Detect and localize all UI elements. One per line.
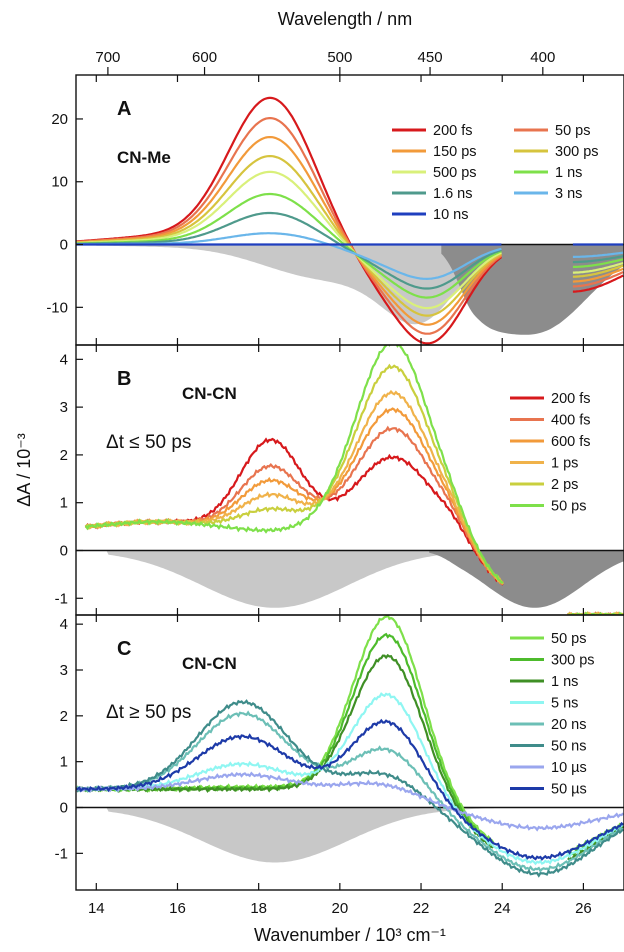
y-tick-label: 1 (60, 754, 68, 771)
legend-label: 50 ps (551, 499, 586, 515)
emission-fill (104, 807, 495, 863)
panel-b-legend: 200 fs 400 fs 600 fs 1 ps 2 ps 50 ps (510, 391, 591, 515)
panel-letter: C (117, 638, 131, 660)
legend-label: 400 fs (551, 413, 591, 429)
top-tick-label: 500 (327, 49, 352, 66)
legend-label: 2 ps (551, 477, 578, 493)
y-tick-label: 3 (60, 399, 68, 416)
y-axis-title: ΔA / 10⁻³ (14, 433, 34, 507)
series-line-1.6-ns (76, 211, 624, 290)
y-tick-label: 2 (60, 708, 68, 725)
legend-label: 50 ps (551, 631, 586, 647)
x-tick-label: 20 (332, 900, 349, 917)
y-tick-label: 2 (60, 447, 68, 464)
panel-a-series (76, 96, 624, 345)
y-tick-label: 0 (60, 800, 68, 817)
series-line-10-µs (76, 771, 624, 832)
y-tick-label: 4 (60, 351, 68, 368)
legend-label: 10 µs (551, 760, 587, 776)
series-line-500-ps (76, 170, 624, 310)
x-tick-label: 26 (575, 900, 592, 917)
x-axis-title: Wavenumber / 10³ cm⁻¹ (254, 925, 446, 945)
legend-label: 500 ps (433, 165, 477, 181)
top-axis-title: Wavelength / nm (278, 9, 412, 29)
sample-label: CN-CN (182, 384, 237, 403)
legend-label: 5 ns (551, 696, 578, 712)
series-line-50-ns (76, 699, 624, 878)
x-tick-label: 22 (413, 900, 430, 917)
legend-label: 1 ps (551, 456, 578, 472)
x-tick-label: 18 (250, 900, 267, 917)
sample-label: CN-CN (182, 654, 237, 673)
legend-label: 1.6 ns (433, 186, 473, 202)
y-tick-label: 4 (60, 616, 68, 633)
legend-label: 50 µs (551, 782, 587, 798)
top-tick-label: 400 (530, 49, 555, 66)
delay-condition-label: Δt ≥ 50 ps (106, 702, 191, 723)
legend-label: 200 fs (551, 391, 591, 407)
legend-label: 50 ns (551, 739, 586, 755)
legend-label: 600 fs (551, 434, 591, 450)
series-line-200-fs (76, 96, 624, 345)
panel-a-legend: 200 fs 50 ps 150 ps 300 ps 500 ps 1 ns 1.6 ns 3… (392, 123, 599, 223)
top-tick-label: 600 (192, 49, 217, 66)
panel-letter: B (117, 368, 131, 390)
delay-condition-label: Δt ≤ 50 ps (106, 432, 191, 453)
series-line-1-ns (76, 192, 624, 299)
x-tick-label: 14 (88, 900, 105, 917)
panel-c-legend: 50 ps 300 ps 1 ns 5 ns 20 ns 50 ns 10 µs 50 µs (510, 631, 595, 798)
y-tick-label: -10 (46, 299, 68, 316)
legend-label: 1 ns (551, 674, 578, 690)
y-tick-label: 0 (60, 542, 68, 559)
x-tick-label: 16 (169, 900, 186, 917)
legend-label: 200 fs (433, 123, 473, 139)
series-line-50-µs (76, 718, 624, 861)
bleach-fill (429, 550, 624, 608)
sample-label: CN-Me (117, 148, 171, 167)
panel-c-fills (104, 807, 495, 863)
series-line-150-ps (76, 136, 624, 326)
emission-fill (96, 244, 503, 325)
legend-label: 20 ns (551, 717, 586, 733)
legend-label: 300 ps (551, 653, 595, 669)
y-tick-label: 1 (60, 495, 68, 512)
legend-label: 50 ps (555, 123, 590, 139)
bleach-fill (441, 244, 624, 335)
panel-letter: A (117, 98, 131, 120)
series-line-50-ps (76, 117, 624, 335)
legend-label: 150 ps (433, 144, 477, 160)
legend-label: 1 ns (555, 165, 582, 181)
y-tick-label: 10 (51, 174, 68, 191)
y-tick-label: 20 (51, 111, 68, 128)
panel-c-frame (75, 614, 624, 891)
legend-label: 3 ns (555, 186, 582, 202)
x-tick-label: 24 (494, 900, 511, 917)
panel-c-series (76, 615, 624, 878)
legend-label: 300 ps (555, 144, 599, 160)
panel-b-fills (104, 550, 624, 608)
y-tick-label: 0 (60, 237, 68, 254)
y-tick-label: -1 (55, 590, 68, 607)
series-line-5-ns (76, 692, 624, 866)
y-tick-label: -1 (55, 845, 68, 862)
y-tick-label: 3 (60, 662, 68, 679)
emission-fill (104, 550, 495, 608)
legend-label: 10 ns (433, 207, 468, 223)
top-tick-label: 450 (418, 49, 443, 66)
top-tick-label: 700 (95, 49, 120, 66)
